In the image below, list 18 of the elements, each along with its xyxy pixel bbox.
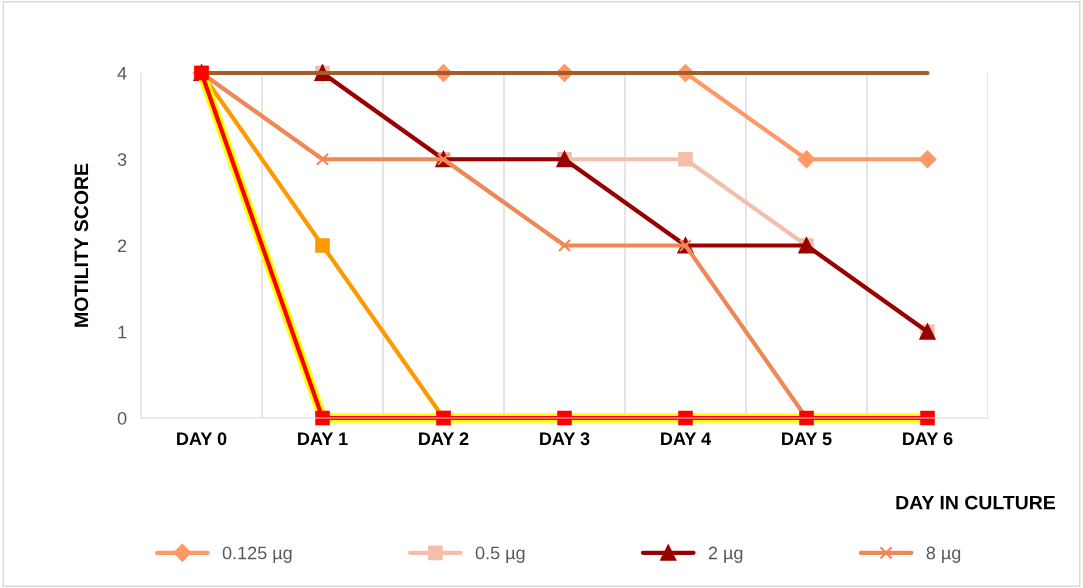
x-tick-label: DAY 3: [540, 432, 590, 446]
y-tick-label: 4: [117, 67, 127, 80]
y-tick-label: 0: [117, 411, 127, 425]
y-tick-label: 2: [117, 239, 127, 253]
y-axis-title: MOTILITY SCORE: [74, 163, 89, 327]
x-axis-title: DAY IN CULTURE: [896, 495, 1055, 510]
legend-label: 2 µg: [708, 546, 743, 563]
x-tick-label: DAY 4: [661, 432, 712, 445]
x-tick-label: DAY 0: [177, 432, 227, 446]
legend-label: 0.125 µg: [222, 546, 292, 563]
legend-label: 0.5 µg: [475, 546, 525, 563]
x-tick-label: DAY 2: [419, 432, 469, 445]
x-tick-label: DAY 5: [782, 432, 832, 446]
x-tick-label: DAY 6: [903, 432, 953, 446]
y-tick-label: 1: [118, 325, 127, 339]
legend-label: 8 µg: [926, 546, 961, 563]
y-tick-label: 3: [117, 153, 127, 166]
x-tick-label: DAY 1: [298, 432, 348, 445]
